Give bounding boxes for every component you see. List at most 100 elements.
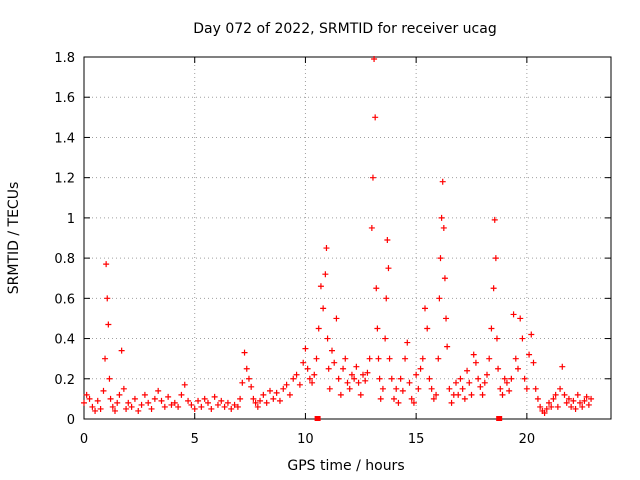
data-point xyxy=(404,339,411,346)
tick-layer: 0 0.2 0.4 0.6 0.8 1 1.2 1.4 1.6 1.8 0 5 10 15 20 xyxy=(54,51,611,447)
data-point xyxy=(123,405,130,412)
data-point xyxy=(300,359,307,366)
data-point xyxy=(286,391,293,398)
data-point xyxy=(510,311,517,318)
data-point xyxy=(351,375,358,382)
data-point xyxy=(530,359,537,366)
data-point xyxy=(195,397,202,404)
data-point xyxy=(406,379,413,386)
data-point xyxy=(198,403,205,410)
y-tick-label: 1.2 xyxy=(54,172,75,187)
data-point xyxy=(565,395,572,402)
data-point xyxy=(191,405,198,412)
data-point xyxy=(267,387,273,394)
data-point xyxy=(148,405,155,412)
data-point xyxy=(379,385,386,392)
data-point xyxy=(185,397,192,404)
data-point xyxy=(181,381,188,388)
y-tick-label: 1 xyxy=(67,212,75,227)
y-tick-label: 0.2 xyxy=(54,373,75,388)
data-point xyxy=(323,245,330,252)
data-point xyxy=(550,395,557,402)
data-point xyxy=(417,365,424,372)
data-point xyxy=(548,403,555,410)
x-tick-label: 15 xyxy=(408,432,425,447)
data-point xyxy=(570,397,577,404)
data-point xyxy=(325,365,332,372)
data-point xyxy=(512,355,519,362)
data-point xyxy=(438,214,445,221)
data-point xyxy=(443,315,450,322)
chart-title: Day 072 of 2022, SRMTID for receiver uca… xyxy=(193,21,496,37)
data-point xyxy=(488,325,495,332)
data-point xyxy=(105,321,112,328)
data-point xyxy=(499,391,506,398)
data-point xyxy=(437,255,444,262)
data-point xyxy=(486,355,493,362)
data-point xyxy=(243,365,250,372)
data-point xyxy=(107,395,114,402)
data-point xyxy=(546,399,552,406)
zero-marker xyxy=(496,416,503,421)
data-point xyxy=(526,351,533,358)
data-point xyxy=(468,391,475,398)
data-point xyxy=(138,401,145,408)
x-tick-label: 20 xyxy=(519,432,536,447)
data-point xyxy=(430,395,437,402)
data-point xyxy=(171,399,178,406)
data-point xyxy=(128,403,135,410)
data-point xyxy=(165,393,172,400)
data-point xyxy=(248,383,255,390)
data-point xyxy=(304,365,311,372)
data-point xyxy=(436,295,443,302)
plot-frame xyxy=(83,56,612,420)
x-axis-label: GPS time / hours xyxy=(287,458,404,474)
data-point xyxy=(293,371,300,378)
data-point xyxy=(353,363,360,370)
y-tick-label: 0.6 xyxy=(54,292,75,307)
data-point xyxy=(100,387,107,394)
data-point xyxy=(322,271,329,278)
data-point xyxy=(106,375,113,382)
data-point xyxy=(408,395,415,402)
data-point xyxy=(239,379,246,386)
data-point xyxy=(241,349,248,356)
data-point xyxy=(369,174,376,181)
data-point xyxy=(211,393,218,400)
data-point xyxy=(237,395,244,402)
data-point xyxy=(579,403,586,410)
data-point xyxy=(114,399,121,406)
data-point xyxy=(415,385,422,392)
data-point xyxy=(506,387,513,394)
data-point xyxy=(491,216,498,223)
data-point xyxy=(470,351,477,358)
data-point xyxy=(497,385,504,392)
data-point xyxy=(399,387,406,394)
y-axis-label: SRMTID / TECUs xyxy=(6,182,22,295)
data-point xyxy=(273,389,280,396)
data-point xyxy=(395,399,402,406)
data-point xyxy=(472,359,479,366)
data-point xyxy=(333,315,340,322)
data-point xyxy=(360,371,366,378)
data-point xyxy=(492,255,499,262)
data-point xyxy=(340,365,347,372)
data-point xyxy=(385,265,392,272)
data-point xyxy=(557,385,564,392)
data-point xyxy=(329,347,335,354)
data-point xyxy=(374,325,381,332)
data-point xyxy=(532,385,539,392)
x-tick-label: 5 xyxy=(191,432,199,447)
data-point xyxy=(296,381,303,388)
data-point xyxy=(178,391,185,398)
data-point xyxy=(376,375,383,382)
data-point xyxy=(572,405,579,412)
data-point xyxy=(455,391,462,398)
data-point xyxy=(581,397,588,404)
data-point xyxy=(440,224,447,231)
data-point xyxy=(311,371,318,378)
data-point xyxy=(435,355,442,362)
data-point xyxy=(402,355,409,362)
data-point xyxy=(383,295,390,302)
data-point xyxy=(161,403,168,410)
